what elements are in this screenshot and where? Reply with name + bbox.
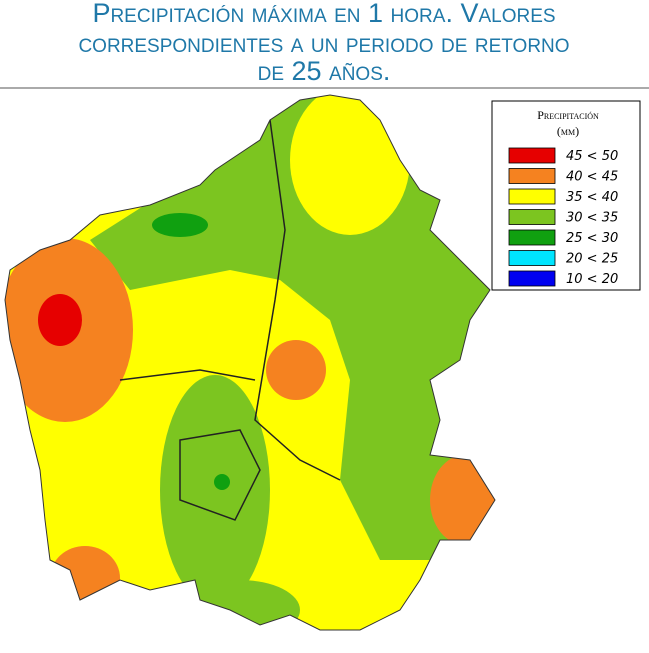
zone-25-30: [214, 474, 230, 490]
legend-label: 25 < 30: [566, 231, 618, 246]
title-line: Precipitación máxima en 1 hora. Valores: [92, 0, 555, 28]
legend-label: 45 < 50: [566, 149, 618, 164]
title-line: de 25 años.: [258, 56, 391, 86]
legend-swatch: [508, 229, 556, 246]
legend-label: 30 < 35: [566, 211, 618, 226]
legend-swatch: [508, 270, 556, 287]
legend-label: 20 < 25: [566, 252, 618, 267]
legend-title: Precipitación: [537, 108, 599, 122]
legend-label: 35 < 40: [566, 190, 618, 205]
zone-30-35: [90, 95, 495, 560]
map: [5, 95, 495, 630]
legend-label: 40 < 45: [566, 170, 618, 185]
zone-35-40: [290, 95, 410, 235]
zone-30-35: [180, 580, 300, 630]
zone-40-45: [430, 455, 495, 545]
zone-30-35: [160, 375, 270, 605]
legend-swatch: [508, 168, 556, 184]
legend-swatch: [508, 188, 556, 205]
legend-swatch: [508, 147, 556, 164]
zone-40-45: [266, 340, 326, 400]
legend-label: 10 < 20: [566, 272, 618, 287]
zone-40-45: [50, 546, 120, 610]
zone-45-50: [38, 294, 82, 346]
legend: Precipitación (mm) 45 < 50 40 < 45 35 < 40…: [491, 100, 641, 291]
legend-unit: (mm): [557, 124, 579, 138]
zone-25-30: [152, 213, 208, 237]
title-line: correspondientes a un periodo de retorno: [78, 28, 569, 58]
province-border: [119, 119, 341, 521]
legend-swatch: [508, 209, 556, 225]
legend-swatch: [508, 250, 556, 266]
